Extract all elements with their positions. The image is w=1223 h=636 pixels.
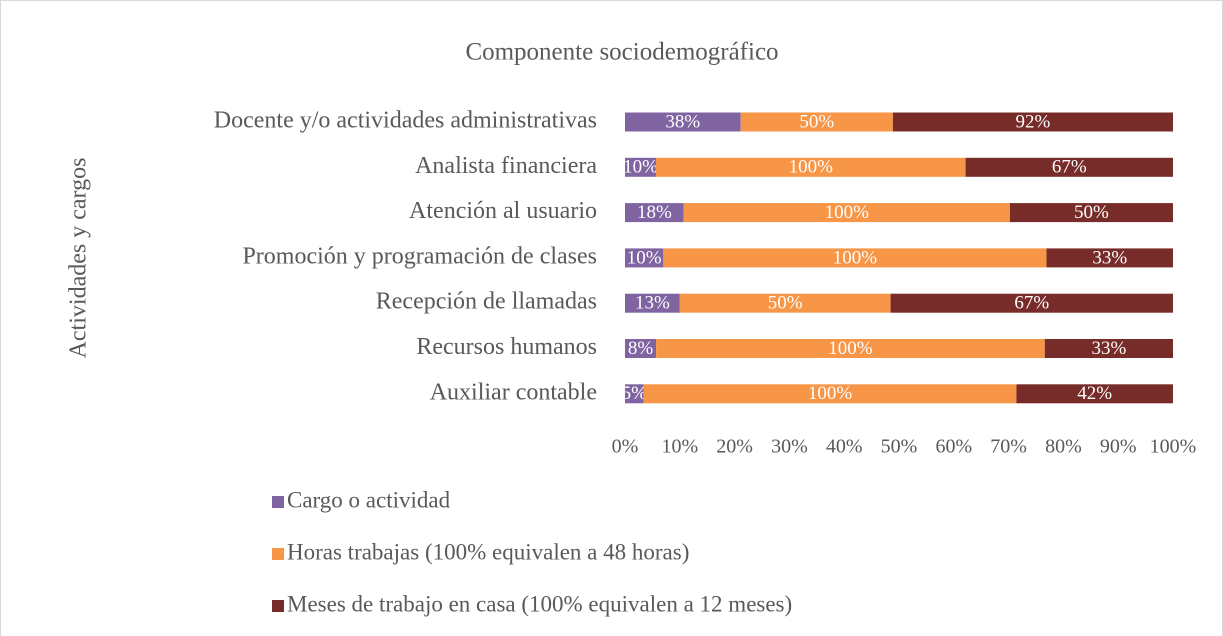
data-label: 100% bbox=[825, 202, 870, 223]
bar-segment bbox=[625, 384, 644, 404]
y-tick-label: Recursos humanos bbox=[416, 334, 597, 360]
data-label: 67% bbox=[1014, 293, 1049, 314]
bar-segment bbox=[625, 293, 680, 313]
data-label: 42% bbox=[1077, 383, 1112, 404]
data-label: 100% bbox=[808, 383, 853, 404]
legend-swatch bbox=[272, 548, 284, 560]
y-tick-label: Promoción y programación de clases bbox=[242, 243, 597, 269]
x-tick-label: 50% bbox=[881, 436, 918, 458]
bar-segment bbox=[625, 248, 664, 268]
y-axis-label: Actividades y cargos bbox=[66, 158, 92, 359]
legend-label: Cargo o actividad bbox=[287, 487, 451, 512]
bar-segment bbox=[892, 112, 1173, 132]
y-tick-label: Atención al usuario bbox=[409, 198, 597, 224]
x-tick-label: 30% bbox=[771, 436, 808, 458]
data-label: 13% bbox=[635, 293, 670, 314]
bar-segment bbox=[679, 293, 891, 313]
legend-swatch bbox=[272, 600, 284, 612]
bar-segment bbox=[625, 112, 741, 132]
bar-segment bbox=[740, 112, 893, 132]
data-label: 50% bbox=[1074, 202, 1109, 223]
data-label: 5% bbox=[622, 383, 648, 404]
data-label: 50% bbox=[799, 111, 834, 132]
y-tick-label: Analista financiera bbox=[415, 153, 597, 179]
data-label: 100% bbox=[828, 338, 873, 359]
data-label: 33% bbox=[1091, 338, 1126, 359]
legend-label: Meses de trabajo en casa (100% equivalen… bbox=[287, 591, 792, 616]
bar-segment bbox=[655, 157, 966, 177]
data-label: 92% bbox=[1016, 111, 1051, 132]
x-tick-label: 100% bbox=[1150, 436, 1197, 458]
data-label: 67% bbox=[1052, 157, 1087, 178]
x-tick-label: 40% bbox=[826, 436, 863, 458]
bar-segment bbox=[683, 203, 1010, 223]
bar-segment bbox=[656, 339, 1045, 358]
data-label: 100% bbox=[833, 247, 878, 268]
x-tick-label: 20% bbox=[716, 436, 753, 458]
x-tick-label: 10% bbox=[661, 436, 698, 458]
bar-segment bbox=[625, 339, 657, 358]
data-label: 50% bbox=[768, 293, 803, 314]
x-tick-label: 60% bbox=[935, 436, 972, 458]
bar-segment bbox=[663, 248, 1047, 268]
data-label: 10% bbox=[623, 157, 658, 178]
data-label: 18% bbox=[637, 202, 672, 223]
y-tick-label: Recepción de llamadas bbox=[376, 289, 597, 315]
bar-segment bbox=[1009, 203, 1173, 223]
bar-segment bbox=[1046, 248, 1173, 268]
bar-segment bbox=[625, 203, 684, 223]
bar-segment bbox=[1044, 339, 1173, 358]
legend-label: Horas trabajas (100% equivalen a 48 hora… bbox=[287, 539, 689, 564]
bar-segment bbox=[965, 157, 1173, 177]
chart-title: Componente sociodemográfico bbox=[465, 39, 778, 66]
x-tick-label: 80% bbox=[1045, 436, 1082, 458]
data-label: 8% bbox=[628, 338, 654, 359]
bar-segment bbox=[890, 293, 1173, 313]
data-label: 100% bbox=[789, 157, 834, 178]
bar-segment bbox=[643, 384, 1017, 404]
bar-segment bbox=[625, 157, 656, 177]
data-label: 38% bbox=[665, 111, 700, 132]
bar-segment bbox=[1016, 384, 1173, 404]
y-tick-label: Auxiliar contable bbox=[430, 379, 597, 405]
y-tick-label: Docente y/o actividades administrativas bbox=[214, 108, 597, 134]
x-tick-label: 90% bbox=[1100, 436, 1137, 458]
data-label: 10% bbox=[627, 247, 662, 268]
x-tick-label: 70% bbox=[990, 436, 1027, 458]
data-label: 33% bbox=[1092, 247, 1127, 268]
legend-swatch bbox=[272, 496, 284, 508]
x-tick-label: 0% bbox=[612, 436, 639, 458]
